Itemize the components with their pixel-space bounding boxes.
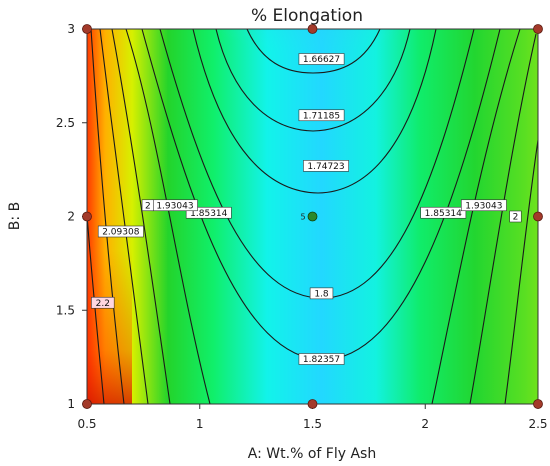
contour-label: 2 (509, 210, 522, 223)
contour-label-text: 1.85314 (190, 209, 227, 219)
contour-label-text: 1.85314 (425, 209, 462, 219)
contour-label: 2.09308 (97, 225, 144, 238)
contour-label-box (298, 53, 345, 65)
x-tick-label: 2.5 (528, 417, 547, 431)
contour-label-box (303, 160, 349, 172)
contour-label: 1.71185 (298, 109, 345, 122)
contour-label: 1.74723 (303, 160, 349, 172)
design-point (82, 24, 92, 34)
contour-label: 1.8 (309, 287, 334, 300)
contour-label-box (298, 353, 345, 365)
y-tick-label: 2.5 (56, 116, 75, 130)
design-point (533, 399, 543, 409)
contour-label: 1.66627 (298, 53, 345, 65)
contour-label-box (420, 206, 467, 219)
contour-label-text: 2 (513, 213, 519, 223)
x-tick-label: 1.5 (303, 417, 322, 431)
contour-label: 1.85314 (185, 206, 232, 219)
contour-label-text: 1.71185 (303, 111, 340, 121)
contour-label-box (509, 210, 522, 223)
design-point (533, 24, 543, 34)
contour-label: 1.82357 (298, 353, 345, 365)
y-tick-label: 3 (67, 22, 75, 36)
chart-title: % Elongation (251, 6, 363, 26)
x-tick-label: 0.5 (77, 417, 96, 431)
contour-label: 2.2 (91, 296, 115, 309)
x-axis-label: A: Wt.% of Fly Ash (248, 446, 376, 462)
contour-label-text: 1.82357 (303, 355, 340, 365)
contour-line-1-93043-left (111, 29, 171, 404)
contour-line-1-93043-right (469, 33, 537, 404)
contour-label-text: 2 (145, 201, 151, 211)
contour-label: 1.93043 (152, 199, 198, 211)
contour-label-box (97, 225, 144, 238)
y-tick-label: 1 (67, 397, 75, 411)
contour-label: 1.85314 (420, 206, 467, 219)
contour-label-text: 2.2 (96, 299, 110, 309)
contour-label-text: 1.66627 (303, 55, 340, 65)
design-point (307, 24, 318, 34)
contour-line-1-66627 (246, 29, 381, 74)
center-point-replicates: 5 (301, 213, 306, 222)
contour-label-box (460, 199, 507, 212)
contour-line-1-71185 (215, 29, 411, 132)
contour-label-box (298, 109, 345, 122)
x-tick-label: 2 (421, 417, 429, 431)
contour-line-2-right (504, 139, 538, 404)
contour-label-text: 1.8 (314, 290, 329, 300)
contour-line-2-2-left (87, 214, 105, 404)
contour-label-box (185, 206, 232, 219)
contour-label-box (309, 287, 334, 300)
y-axis-label: B: B (7, 202, 23, 230)
contour-label-box (91, 296, 115, 309)
contour-label-text: 1.93043 (465, 201, 502, 211)
contour-label-text: 1.74723 (307, 162, 344, 172)
design-point (82, 399, 92, 409)
contour-label: 1.93043 (460, 199, 507, 212)
design-points: 5 (82, 24, 543, 409)
center-point (307, 211, 318, 222)
contour-label-text: 1.93043 (156, 201, 193, 211)
x-tick-label: 1 (196, 417, 204, 431)
y-tick-label: 2 (67, 210, 75, 224)
contour-label-text: 2.09308 (102, 228, 139, 238)
contour-line-1-85314-right (431, 29, 521, 404)
contour-label-box (141, 199, 154, 212)
contour-line-1-74723 (192, 29, 437, 194)
design-point (82, 211, 92, 222)
contour-label: 2 (141, 199, 154, 212)
y-tick-label: 1.5 (56, 303, 75, 317)
design-point (307, 399, 318, 409)
design-point (533, 211, 543, 222)
